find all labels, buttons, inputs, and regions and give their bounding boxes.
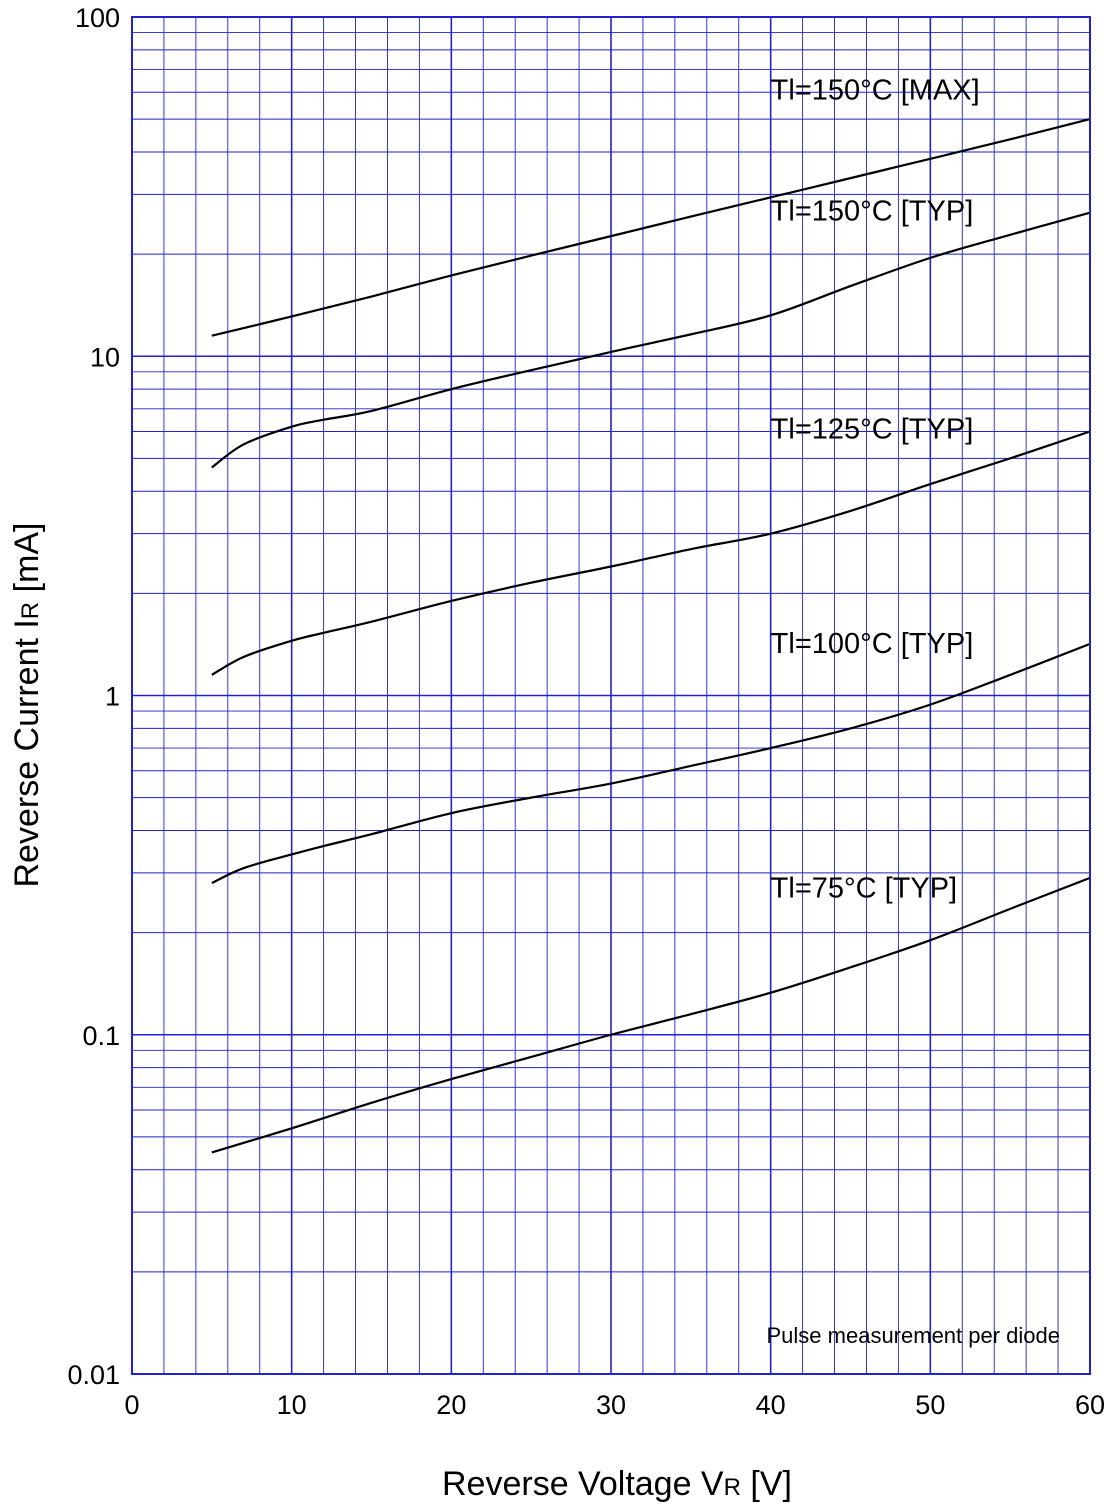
y-axis-title: Reverse Current IR [mA] [8,522,46,887]
series-line-4 [211,642,1091,885]
y-tick-label: 0.1 [82,1021,120,1051]
series-label-2: Tl=150°C [TYP] [771,195,974,227]
series-label-5: Tl=75°C [TYP] [771,873,957,905]
plot-frame [131,16,1091,1375]
series-line-1 [211,118,1091,337]
series-label-1: Tl=150°C [MAX] [771,74,980,106]
series-lines [211,118,1091,1154]
x-axis-title-unit: [V] [741,1465,792,1503]
x-tick-label: 20 [436,1390,466,1420]
series-label-4: Tl=100°C [TYP] [771,628,974,660]
x-tick-label: 50 [915,1390,945,1420]
y-tick-label: 0.01 [67,1360,120,1390]
x-axis-title: Reverse Voltage VR [V] [442,1465,792,1503]
y-tick-label: 1 [105,682,120,712]
y-tick-label: 10 [90,342,120,372]
x-tick-label: 0 [124,1390,139,1420]
y-axis-title-sub: R [17,602,44,619]
x-tick-label: 40 [756,1390,786,1420]
series-line-5 [211,876,1091,1154]
pulse-measurement-note: Pulse measurement per diode [767,1323,1061,1348]
y-axis-title-main: Reverse Current I [8,619,46,887]
grid [132,17,1090,1374]
x-tick-label: 10 [277,1390,307,1420]
series-line-2 [211,211,1091,469]
x-tick-label: 30 [596,1390,626,1420]
y-tick-label: 100 [75,3,120,33]
series-label-3: Tl=125°C [TYP] [771,414,974,446]
series-labels: Tl=150°C [MAX] Tl=150°C [TYP] Tl=125°C [TY… [771,74,980,904]
x-axis-title-main: Reverse Voltage V [442,1465,724,1503]
series-line-3 [211,430,1091,676]
x-tick-label: 60 [1075,1390,1105,1420]
y-axis-title-unit: [mA] [8,522,46,601]
x-axis-title-sub: R [724,1474,741,1501]
axis-ticks: 0 10 20 30 40 50 60 0.01 0.1 1 10 100 [67,3,1105,1420]
